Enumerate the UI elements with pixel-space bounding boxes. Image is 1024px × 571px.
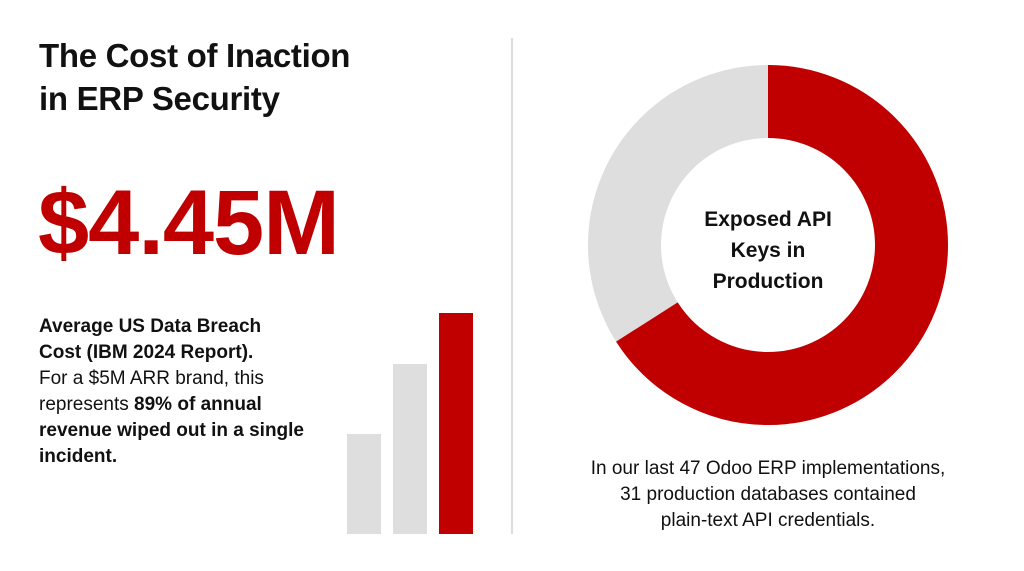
bar-2	[393, 364, 427, 534]
title-line-1: The Cost of Inaction	[39, 37, 351, 74]
donut-segment-exposed	[588, 65, 948, 425]
caption-line-1: In our last 47 Odoo ERP implementations,	[590, 458, 946, 479]
page-title: The Cost of Inaction in ERP Security	[39, 34, 479, 120]
bar-3-highlight	[439, 313, 473, 534]
caption-line-3: plain-text API credentials.	[660, 510, 876, 531]
desc-bold-line-1: Average US Data Breach	[39, 316, 262, 337]
caption-line-2: 31 production databases contained	[620, 484, 916, 505]
bar-1	[347, 434, 381, 534]
section-divider	[511, 38, 513, 534]
breach-cost-stat: $4.45M	[38, 172, 340, 274]
breach-cost-description: Average US Data Breach Cost (IBM 2024 Re…	[39, 314, 339, 470]
desc-regular: For a $5M ARR brand, this represents	[39, 368, 264, 415]
donut-center-label: Exposed API Keys in Production	[668, 204, 868, 297]
title-line-2: in ERP Security	[39, 80, 280, 117]
donut-label-line-2: Keys in	[730, 239, 806, 262]
donut-label-line-3: Production	[712, 270, 824, 293]
exposed-api-keys-donut-chart	[588, 65, 948, 425]
implementation-stat-caption: In our last 47 Odoo ERP implementations,…	[530, 456, 1006, 534]
desc-highlight: 89% of annual revenue wiped out in a sin…	[39, 394, 304, 467]
donut-label-line-1: Exposed API	[704, 208, 832, 231]
desc-bold-line-2: Cost (IBM 2024 Report).	[39, 342, 254, 363]
